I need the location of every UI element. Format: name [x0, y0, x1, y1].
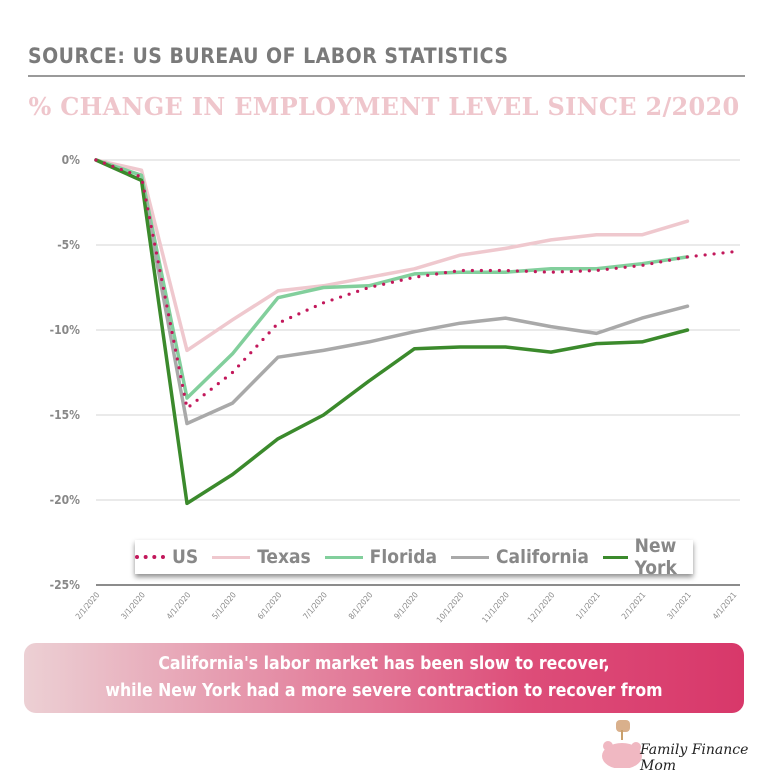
x-tick-label: 5/1/2020: [210, 590, 238, 621]
legend-swatch: [324, 555, 363, 559]
series-line-florida: [94, 158, 690, 400]
legend-item: New York: [602, 535, 693, 579]
x-tick-label: 2/1/2020: [74, 590, 102, 621]
chart-title: % CHANGE IN EMPLOYMENT LEVEL SINCE 2/202…: [28, 92, 740, 121]
legend-label: Florida: [369, 546, 438, 568]
x-tick-label: 3/1/2021: [665, 591, 693, 622]
y-tick-label: -15%: [50, 408, 81, 422]
x-tick-label: 11/1/2020: [480, 590, 511, 624]
x-tick-label: 4/1/2020: [165, 590, 193, 621]
x-tick-label: 9/1/2020: [392, 590, 420, 621]
legend-swatch: [451, 555, 490, 559]
line-chart: 0% -5% -10% -15% -20% -25%2/1/2020 3/1/2020 4/1…: [50, 153, 740, 625]
x-tick-label: 3/1/2020: [119, 590, 147, 621]
x-tick-label: 1/1/2021: [574, 591, 602, 622]
series-line-texas: [94, 158, 690, 353]
source-label: SOURCE: US BUREAU OF LABOR STATISTICS: [28, 44, 509, 68]
legend-swatch: [602, 555, 628, 559]
legend: US Texas Florida California New York: [135, 535, 693, 579]
legend-label: California: [496, 546, 589, 568]
legend-item: Florida: [324, 546, 438, 568]
piggy-bank-logo-icon: [602, 720, 642, 768]
y-tick-label: -5%: [57, 238, 80, 252]
logo-text: Family Finance Mom: [640, 742, 749, 774]
x-tick-label: 6/1/2020: [256, 590, 284, 621]
caption-line-2: while New York had a more severe contrac…: [105, 681, 663, 701]
series-line-california: [94, 158, 690, 426]
legend-swatch: [135, 555, 165, 559]
legend-item: US: [135, 546, 198, 568]
x-tick-label: 7/1/2020: [301, 590, 329, 621]
caption-banner: California's labor market has been slow …: [24, 643, 744, 713]
x-tick-label: 12/1/2020: [526, 590, 557, 624]
divider: [28, 75, 745, 77]
legend-item: California: [451, 546, 589, 568]
legend-label: New York: [634, 535, 677, 579]
legend-label: US: [172, 546, 199, 568]
x-tick-label: 4/1/2021: [711, 591, 739, 622]
x-tick-label: 8/1/2020: [347, 590, 375, 621]
series-line-us: [94, 158, 735, 410]
legend-item: Texas: [212, 546, 311, 568]
y-tick-label: -10%: [50, 323, 81, 337]
y-tick-label: -25%: [50, 578, 81, 592]
series-line-new-york: [94, 158, 690, 506]
legend-label: Texas: [257, 546, 311, 568]
x-tick-label: 2/1/2021: [620, 591, 648, 622]
y-tick-label: 0%: [62, 153, 81, 167]
y-tick-label: -20%: [50, 493, 81, 507]
x-tick-label: 10/1/2020: [435, 590, 466, 624]
legend-swatch: [212, 555, 251, 559]
caption-line-1: California's labor market has been slow …: [158, 654, 610, 674]
